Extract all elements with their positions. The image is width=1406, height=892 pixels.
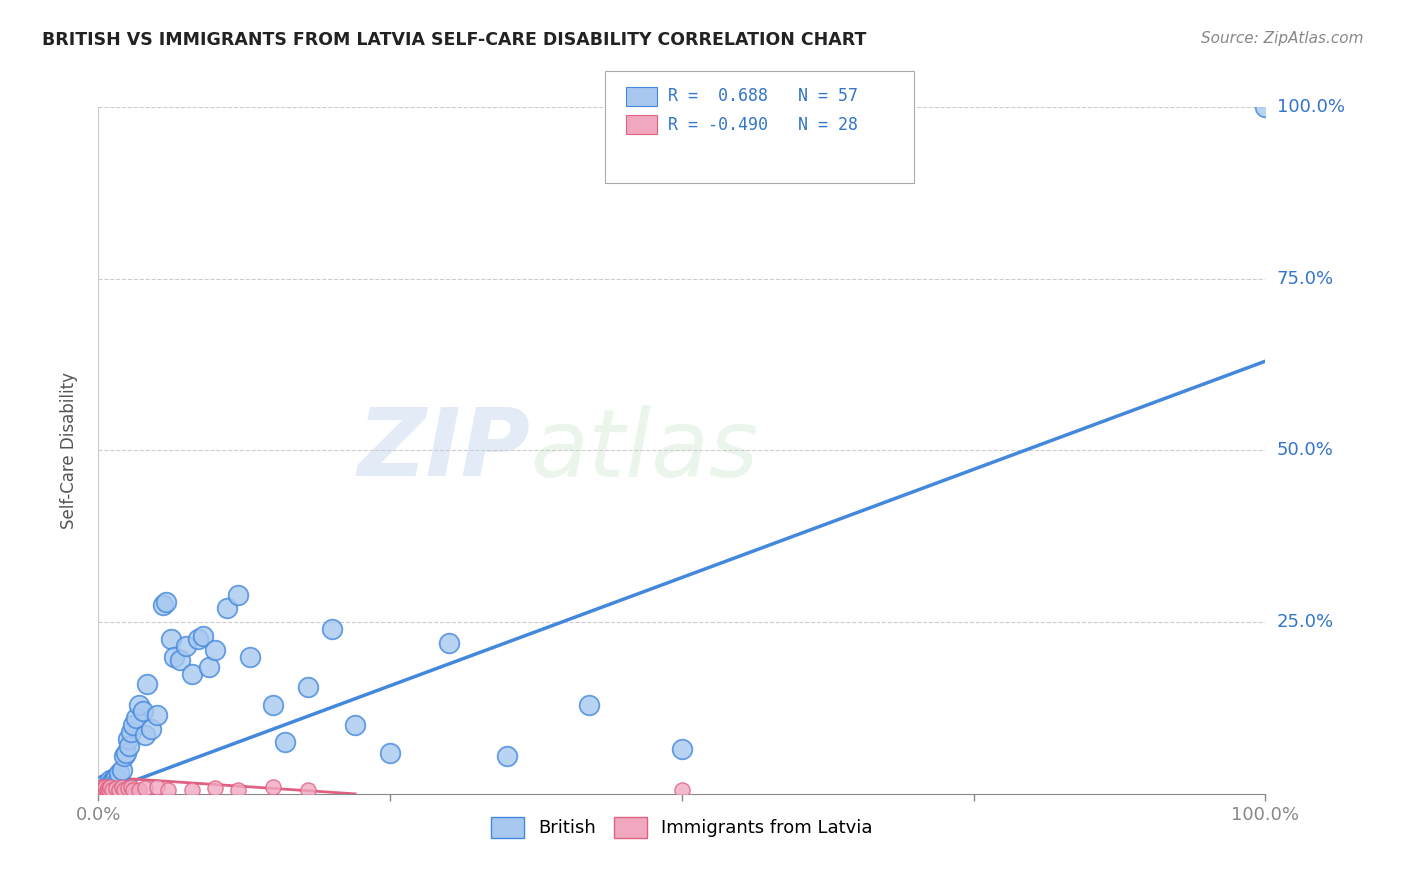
Point (380, 746, 402, 760)
Point (169, 653, 191, 667)
Point (136, 677, 159, 691)
Point (297, 783, 319, 797)
Point (297, 681, 319, 695)
Text: BRITISH VS IMMIGRANTS FROM LATVIA SELF-CARE DISABILITY CORRELATION CHART: BRITISH VS IMMIGRANTS FROM LATVIA SELF-C… (42, 31, 866, 49)
Point (437, 636, 460, 650)
Text: ZIP: ZIP (357, 404, 530, 497)
Point (146, 707, 169, 722)
Text: R = -0.490   N = 28: R = -0.490 N = 28 (668, 116, 858, 134)
Point (108, 766, 131, 780)
Point (101, 774, 124, 789)
Point (1254, 100, 1277, 114)
Point (128, 783, 150, 797)
Point (97, 779, 120, 793)
Point (112, 782, 135, 797)
Point (98, 780, 121, 794)
Point (118, 739, 141, 753)
Point (104, 781, 127, 796)
Point (228, 588, 250, 602)
Point (321, 622, 343, 636)
Point (125, 711, 148, 725)
Point (671, 742, 693, 756)
Point (174, 639, 197, 653)
Point (122, 718, 145, 732)
Point (115, 746, 138, 760)
Point (132, 705, 155, 719)
Point (103, 772, 125, 786)
Y-axis label: Self-Care Disability: Self-Care Disability (59, 372, 77, 529)
Point (96, 780, 118, 794)
Point (152, 598, 174, 612)
Point (134, 781, 156, 796)
Point (91, 782, 114, 797)
Point (134, 729, 156, 743)
Legend: British, Immigrants from Latvia: British, Immigrants from Latvia (482, 808, 882, 847)
Point (159, 632, 181, 647)
Point (120, 780, 142, 794)
Point (187, 632, 209, 647)
Point (228, 782, 250, 797)
Point (104, 770, 127, 784)
Point (239, 649, 262, 664)
Point (274, 735, 297, 749)
Point (101, 782, 124, 797)
Point (93, 782, 115, 797)
Point (215, 601, 238, 615)
Point (97, 782, 120, 797)
Point (122, 782, 145, 797)
Point (193, 629, 215, 643)
Point (111, 763, 134, 777)
Point (97, 781, 120, 796)
Point (104, 780, 127, 794)
Text: 75.0%: 75.0% (1277, 269, 1334, 288)
Point (146, 780, 169, 794)
Point (97, 781, 120, 796)
Point (91, 779, 114, 793)
Point (262, 780, 284, 794)
Point (262, 698, 284, 712)
Point (94, 780, 117, 794)
Text: 25.0%: 25.0% (1277, 613, 1334, 632)
Point (93, 781, 115, 796)
Point (671, 783, 693, 797)
Point (155, 594, 177, 608)
Point (89, 780, 111, 794)
Point (157, 782, 180, 797)
Point (112, 749, 135, 764)
Point (198, 660, 221, 674)
Point (163, 649, 186, 664)
Point (120, 725, 142, 739)
Point (180, 666, 202, 681)
Point (108, 783, 131, 797)
Point (90, 783, 112, 797)
Point (117, 731, 139, 746)
Point (578, 698, 600, 712)
Point (204, 781, 226, 796)
Point (89, 781, 111, 796)
Point (96, 783, 118, 797)
Point (90, 780, 112, 794)
Point (139, 722, 162, 736)
Point (117, 781, 139, 796)
Text: Source: ZipAtlas.com: Source: ZipAtlas.com (1201, 31, 1364, 46)
Point (111, 780, 134, 794)
Point (94, 776, 117, 790)
Point (180, 783, 202, 797)
Point (344, 718, 367, 732)
Text: 100.0%: 100.0% (1277, 98, 1344, 116)
Point (128, 698, 150, 712)
Point (100, 776, 122, 790)
Point (98, 773, 121, 788)
Text: 50.0%: 50.0% (1277, 442, 1333, 459)
Point (105, 776, 128, 790)
Point (90, 781, 112, 796)
Point (90, 783, 112, 797)
Point (496, 749, 519, 764)
Text: atlas: atlas (530, 405, 758, 496)
Point (107, 773, 129, 788)
Text: R =  0.688   N = 57: R = 0.688 N = 57 (668, 87, 858, 105)
Point (204, 642, 226, 657)
